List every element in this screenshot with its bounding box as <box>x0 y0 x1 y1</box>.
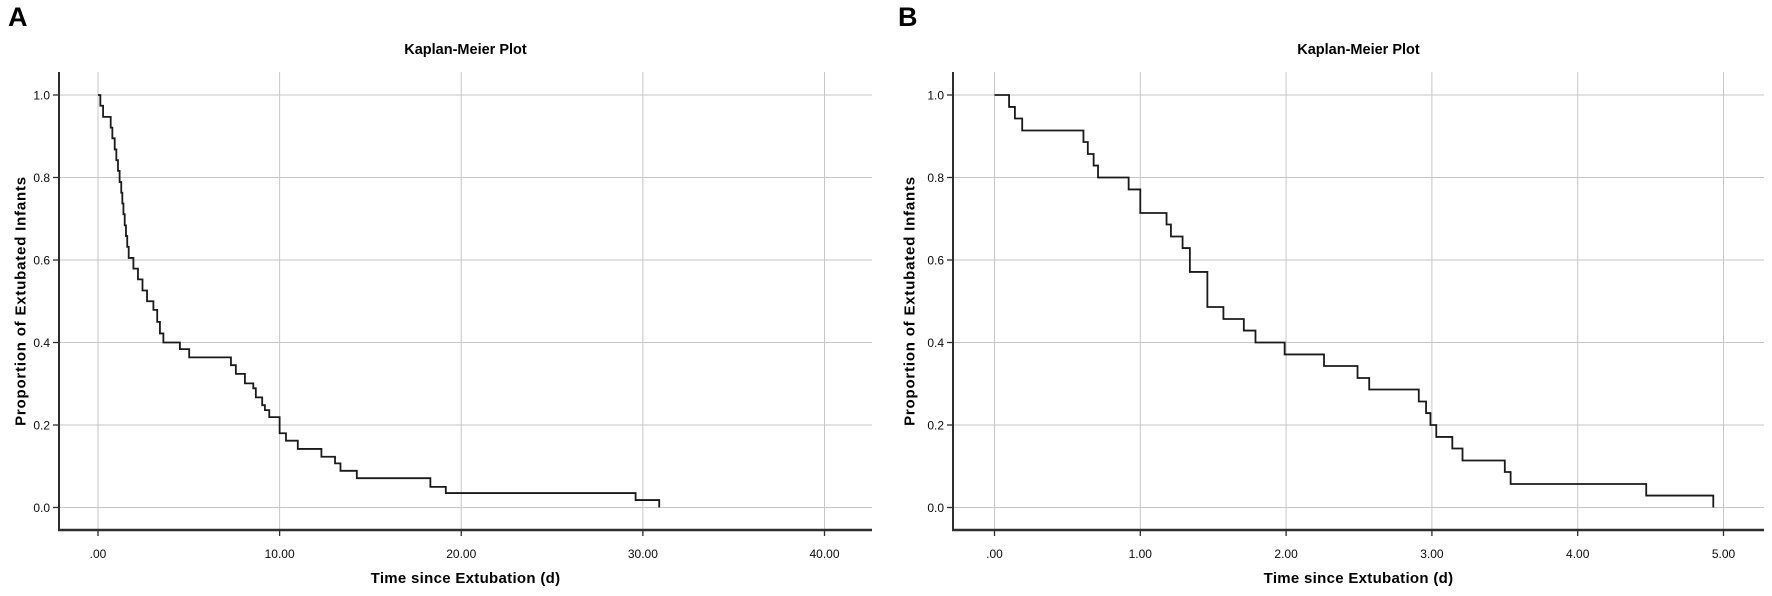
y-tick-label: 0.0 <box>927 501 944 515</box>
x-tick-label: 3.00 <box>1420 547 1444 561</box>
panel-a-x-axis-title: Time since Extubation (d) <box>370 570 561 587</box>
y-tick-label: 0.6 <box>33 254 50 268</box>
panel-b-chart-title: Kaplan-Meier Plot <box>1297 42 1420 58</box>
y-tick-label: 0.2 <box>33 419 50 433</box>
x-tick-label: 20.00 <box>446 547 476 561</box>
panel-a-chart-title: Kaplan-Meier Plot <box>404 42 527 58</box>
panel-b-y-axis-title: Proportion of Extubated Infants <box>901 176 919 426</box>
panel-a-label: A <box>8 2 28 32</box>
x-tick-label: 1.00 <box>1129 547 1153 561</box>
panel-a: .00 10.00 20.00 30.00 40.00 0.0 0.2 0.4 0.6 0.8 1.… <box>8 2 872 587</box>
y-tick-label: 1.0 <box>33 89 50 103</box>
x-tick-label: 5.00 <box>1712 547 1736 561</box>
km-survival-curve <box>98 94 661 508</box>
panel-b-plot-canvas: .00 1.00 2.00 3.00 4.00 5.00 0.0 0.2 0.4 0.6 0.8 1.… <box>927 72 1764 561</box>
x-tick-label: 40.00 <box>809 547 839 561</box>
panel-b-x-axis-title: Time since Extubation (d) <box>1263 570 1454 587</box>
x-tick-label: .00 <box>986 547 1003 561</box>
y-tick-label: 0.8 <box>927 171 944 185</box>
panel-b: .00 1.00 2.00 3.00 4.00 5.00 0.0 0.2 0.4 0.6 0.8 1.… <box>886 0 1772 596</box>
y-tick-label: 0.0 <box>33 501 50 515</box>
x-tick-label: 4.00 <box>1566 547 1590 561</box>
panel-a-y-axis-title: Proportion of Extubated Infants <box>12 176 30 426</box>
y-tick-label: 1.0 <box>927 89 944 103</box>
x-tick-label: 2.00 <box>1274 547 1298 561</box>
x-tick-label: 10.00 <box>265 547 295 561</box>
km-survival-curve <box>994 94 1715 508</box>
panel-b-label: B <box>898 2 918 32</box>
x-tick-label: 30.00 <box>628 547 658 561</box>
y-tick-label: 0.8 <box>33 171 50 185</box>
y-tick-label: 0.6 <box>927 254 944 268</box>
y-tick-label: 0.2 <box>927 419 944 433</box>
y-tick-label: 0.4 <box>927 336 944 350</box>
x-tick-label: .00 <box>90 547 107 561</box>
y-tick-label: 0.4 <box>33 336 50 350</box>
panel-a-plot-canvas: .00 10.00 20.00 30.00 40.00 0.0 0.2 0.4 0.6 0.8 1.… <box>33 72 872 561</box>
